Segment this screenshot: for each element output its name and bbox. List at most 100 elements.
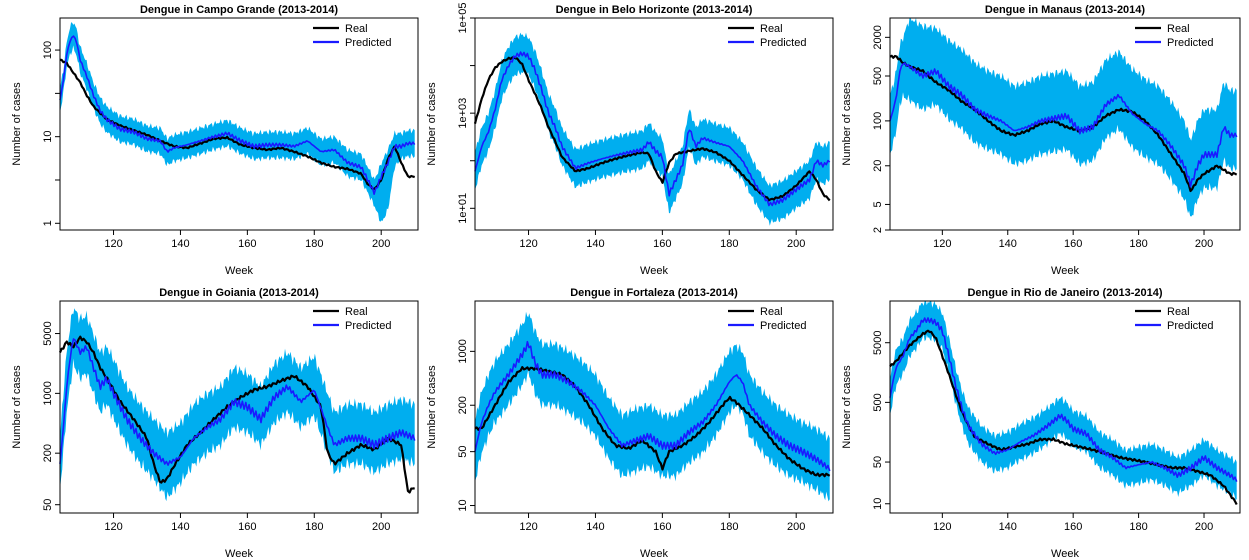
legend-label-predicted: Predicted xyxy=(760,37,806,49)
x-tick-label: 120 xyxy=(104,238,122,250)
x-tick-label: 160 xyxy=(653,521,671,533)
y-tick-label: 1000 xyxy=(457,339,469,363)
y-tick-label: 500 xyxy=(872,67,884,85)
x-tick-label: 140 xyxy=(586,521,604,533)
y-tick-label: 500 xyxy=(872,393,884,411)
y-tick-label: 1 xyxy=(42,220,54,226)
prediction-interval-band xyxy=(475,311,830,502)
chart-panel-3: Dengue in Manaus (2013-2014) 120 140 160 180… xyxy=(841,4,1241,277)
y-axis-label: Number of cases xyxy=(11,365,23,449)
x-tick-label: 200 xyxy=(787,521,805,533)
plot-frame xyxy=(889,17,1241,231)
x-tick-label: 180 xyxy=(305,521,323,533)
y-tick-label: 50 xyxy=(42,499,54,511)
chart-title: Dengue in Manaus (2013-2014) xyxy=(985,4,1146,16)
x-tick-label: 200 xyxy=(372,238,390,250)
x-tick-label: 120 xyxy=(933,238,951,250)
series-line-predicted xyxy=(474,51,831,207)
chart-title: Dengue in Belo Horizonte (2013-2014) xyxy=(556,4,753,16)
x-tick-label: 160 xyxy=(1064,521,1082,533)
legend-label-real: Real xyxy=(1167,306,1190,318)
x-tick-label: 160 xyxy=(653,238,671,250)
y-tick-label: 1e+03 xyxy=(457,98,469,129)
chart-panel-6: Dengue in Rio de Janeiro (2013-2014) 120 1… xyxy=(841,287,1241,560)
chart-title: Dengue in Fortaleza (2013-2014) xyxy=(570,287,738,299)
x-tick-label: 160 xyxy=(1064,238,1082,250)
x-axis-label: Week xyxy=(225,548,253,560)
legend-label-real: Real xyxy=(760,306,783,318)
x-tick-label: 180 xyxy=(720,238,738,250)
chart-panel-5: Dengue in Fortaleza (2013-2014) 120 140 160… xyxy=(426,287,834,560)
y-tick-label: 5 xyxy=(872,201,884,207)
x-axis-label: Week xyxy=(225,265,253,277)
x-tick-label: 140 xyxy=(999,238,1017,250)
prediction-interval-band xyxy=(890,301,1237,501)
prediction-interval-band xyxy=(60,22,415,222)
plot-frame xyxy=(474,300,834,514)
legend-label-real: Real xyxy=(345,23,368,35)
y-tick-label: 10 xyxy=(42,131,54,143)
y-axis-label: Number of cases xyxy=(11,82,23,166)
chart-panel-1: Dengue in Campo Grande (2013-2014) 120 140… xyxy=(11,4,419,277)
y-tick-label: 2000 xyxy=(872,25,884,49)
x-tick-label: 160 xyxy=(238,238,256,250)
y-tick-label: 10 xyxy=(872,498,884,510)
y-tick-label: 100 xyxy=(42,41,54,59)
plot-frame xyxy=(889,300,1241,514)
chart-panel-4: Dengue in Goiania (2013-2014) 120 140 160 18… xyxy=(11,287,419,560)
plot-frame xyxy=(59,17,419,231)
y-tick-label: 1000 xyxy=(42,381,54,405)
prediction-interval-band xyxy=(475,32,830,226)
y-axis-label: Number of cases xyxy=(426,82,438,166)
chart-title: Dengue in Goiania (2013-2014) xyxy=(159,287,319,299)
x-axis-label: Week xyxy=(640,265,668,277)
x-tick-label: 180 xyxy=(1129,238,1147,250)
chart-panel-2: Dengue in Belo Horizonte (2013-2014) 120 1… xyxy=(426,3,834,277)
x-tick-label: 140 xyxy=(586,238,604,250)
y-tick-label: 10 xyxy=(457,499,469,511)
y-tick-label: 5000 xyxy=(42,321,54,345)
x-tick-label: 180 xyxy=(1129,521,1147,533)
x-tick-label: 200 xyxy=(1195,521,1213,533)
y-tick-label: 200 xyxy=(42,444,54,462)
x-tick-label: 120 xyxy=(519,521,537,533)
legend-label-predicted: Predicted xyxy=(345,37,391,49)
y-tick-label: 20 xyxy=(872,160,884,172)
x-tick-label: 200 xyxy=(372,521,390,533)
plot-frame xyxy=(59,300,419,514)
y-tick-label: 200 xyxy=(457,396,469,414)
x-axis-label: Week xyxy=(1051,548,1079,560)
x-tick-label: 140 xyxy=(171,521,189,533)
legend-label-real: Real xyxy=(1167,23,1190,35)
chart-title: Dengue in Campo Grande (2013-2014) xyxy=(140,4,338,16)
x-tick-label: 120 xyxy=(933,521,951,533)
legend-label-predicted: Predicted xyxy=(1167,320,1213,332)
y-tick-label: 1e+01 xyxy=(457,193,469,224)
series-line-real xyxy=(889,329,1238,506)
x-tick-label: 200 xyxy=(1195,238,1213,250)
x-tick-label: 140 xyxy=(999,521,1017,533)
legend-label-real: Real xyxy=(760,23,783,35)
plot-frame xyxy=(474,17,834,231)
series-line-real xyxy=(473,55,831,202)
series-line-predicted xyxy=(59,338,416,466)
x-axis-label: Week xyxy=(1051,265,1079,277)
y-tick-label: 1e+05 xyxy=(457,3,469,34)
series-line-real xyxy=(474,366,831,478)
y-tick-label: 50 xyxy=(872,456,884,468)
series-line-predicted xyxy=(474,340,831,472)
legend-label-predicted: Predicted xyxy=(345,320,391,332)
legend-label-real: Real xyxy=(345,306,368,318)
x-tick-label: 180 xyxy=(305,238,323,250)
y-tick-label: 2 xyxy=(872,227,884,233)
x-tick-label: 120 xyxy=(104,521,122,533)
series-line-predicted xyxy=(889,62,1238,188)
chart-title: Dengue in Rio de Janeiro (2013-2014) xyxy=(967,287,1162,299)
y-tick-label: 50 xyxy=(457,446,469,458)
x-tick-label: 140 xyxy=(171,238,189,250)
x-axis-label: Week xyxy=(640,548,668,560)
y-axis-label: Number of cases xyxy=(841,82,853,166)
y-axis-label: Number of cases xyxy=(841,365,853,449)
